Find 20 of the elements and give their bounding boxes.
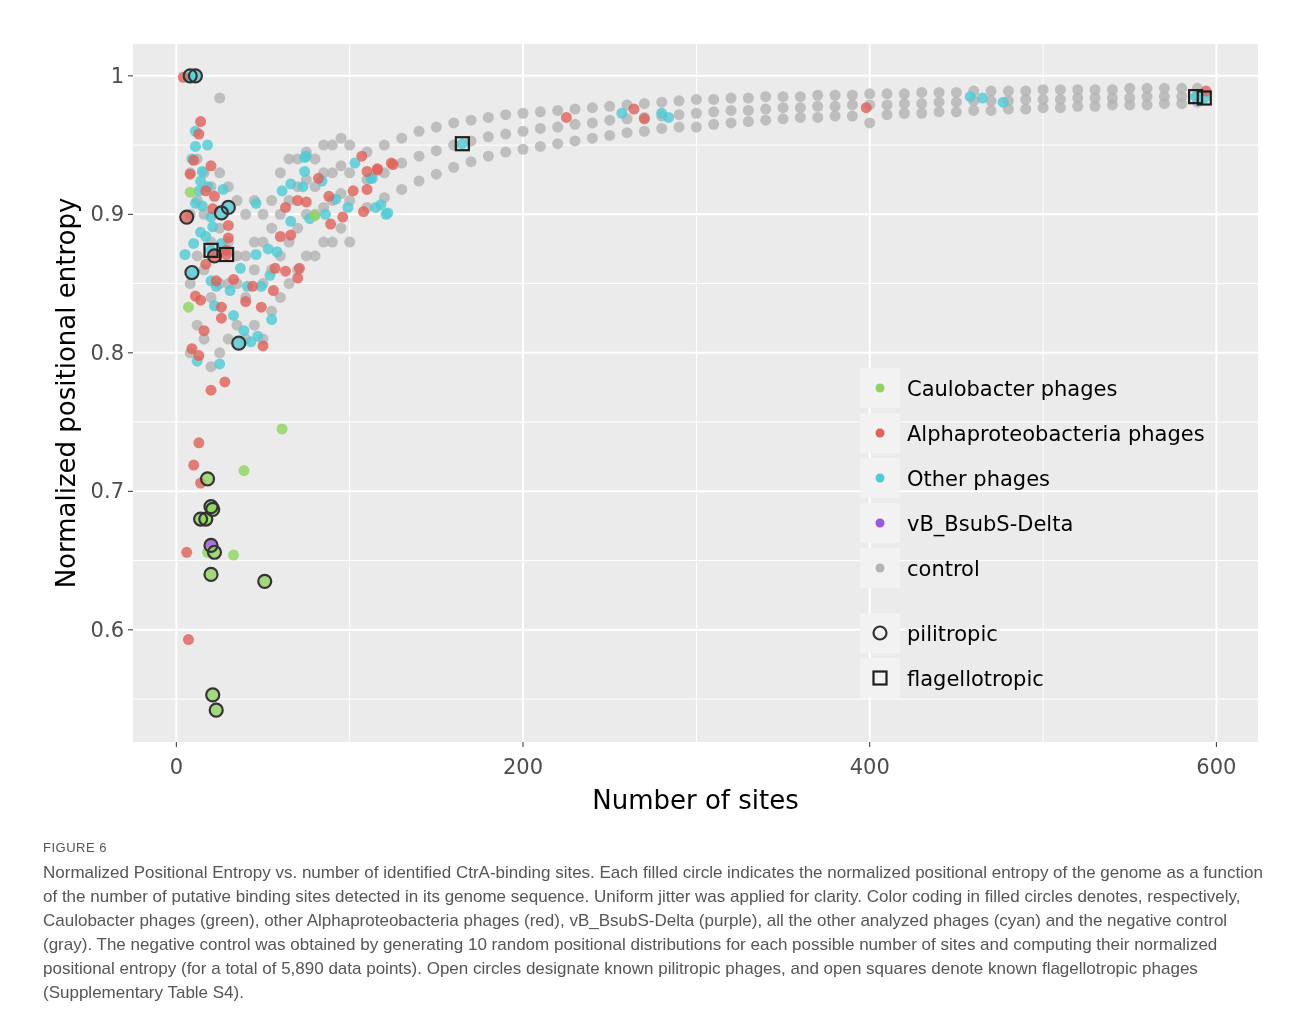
- legend-label: control: [907, 557, 980, 581]
- y-tick-label: 0.7: [90, 479, 124, 504]
- legend-label: Caulobacter phages: [907, 377, 1118, 401]
- x-tick-label: 400: [849, 755, 890, 779]
- y-tick-label: 0.9: [90, 202, 124, 227]
- legend-label: pilitropic: [907, 622, 998, 646]
- legend-label: Alphaproteobacteria phages: [907, 422, 1205, 446]
- y-axis-title: Normalized positional entropy: [51, 197, 81, 589]
- legend-label: flagellotropic: [907, 667, 1044, 691]
- legend-label: vB_BsubS-Delta: [907, 512, 1074, 537]
- caption: FIGURE 6: [43, 840, 108, 855]
- x-tick-label: 600: [1196, 755, 1237, 779]
- text: Normalized Positional Entropy vs. number of identified CtrA-binding sites. Each filled circle indicates the normalized positional entropy of the genome as a function of the number of putative binding sites detected in its genome sequence. Uniform jitter was applied for clarity. Color coding in filled circles denotes, respectively, Caulobacter phages (green), other Alphaproteobacteria phages (red), vB_BsubS-Delta (purple), all the other analyzed phages (cyan) and the negative control (gray). The negative control was obtained by generating 10 random positional distributions for each possible number of sites and computing their normalized positional entropy (for a total of 5,890 data points). Open circles designate known pilitropic phages, and open squares denote known flagellotropic phages (Supplementary Table S4).: [43, 862, 1263, 1004]
- x-tick-label: 200: [502, 755, 544, 779]
- x-axis-title: Number of sites: [592, 785, 799, 815]
- x-tick-label: 0: [169, 755, 184, 779]
- y-tick-label: 1: [110, 63, 124, 88]
- y-tick-label: 0.6: [90, 617, 124, 642]
- y-tick-label: 0.8: [90, 340, 124, 365]
- legend-label: Other phages: [907, 467, 1051, 491]
